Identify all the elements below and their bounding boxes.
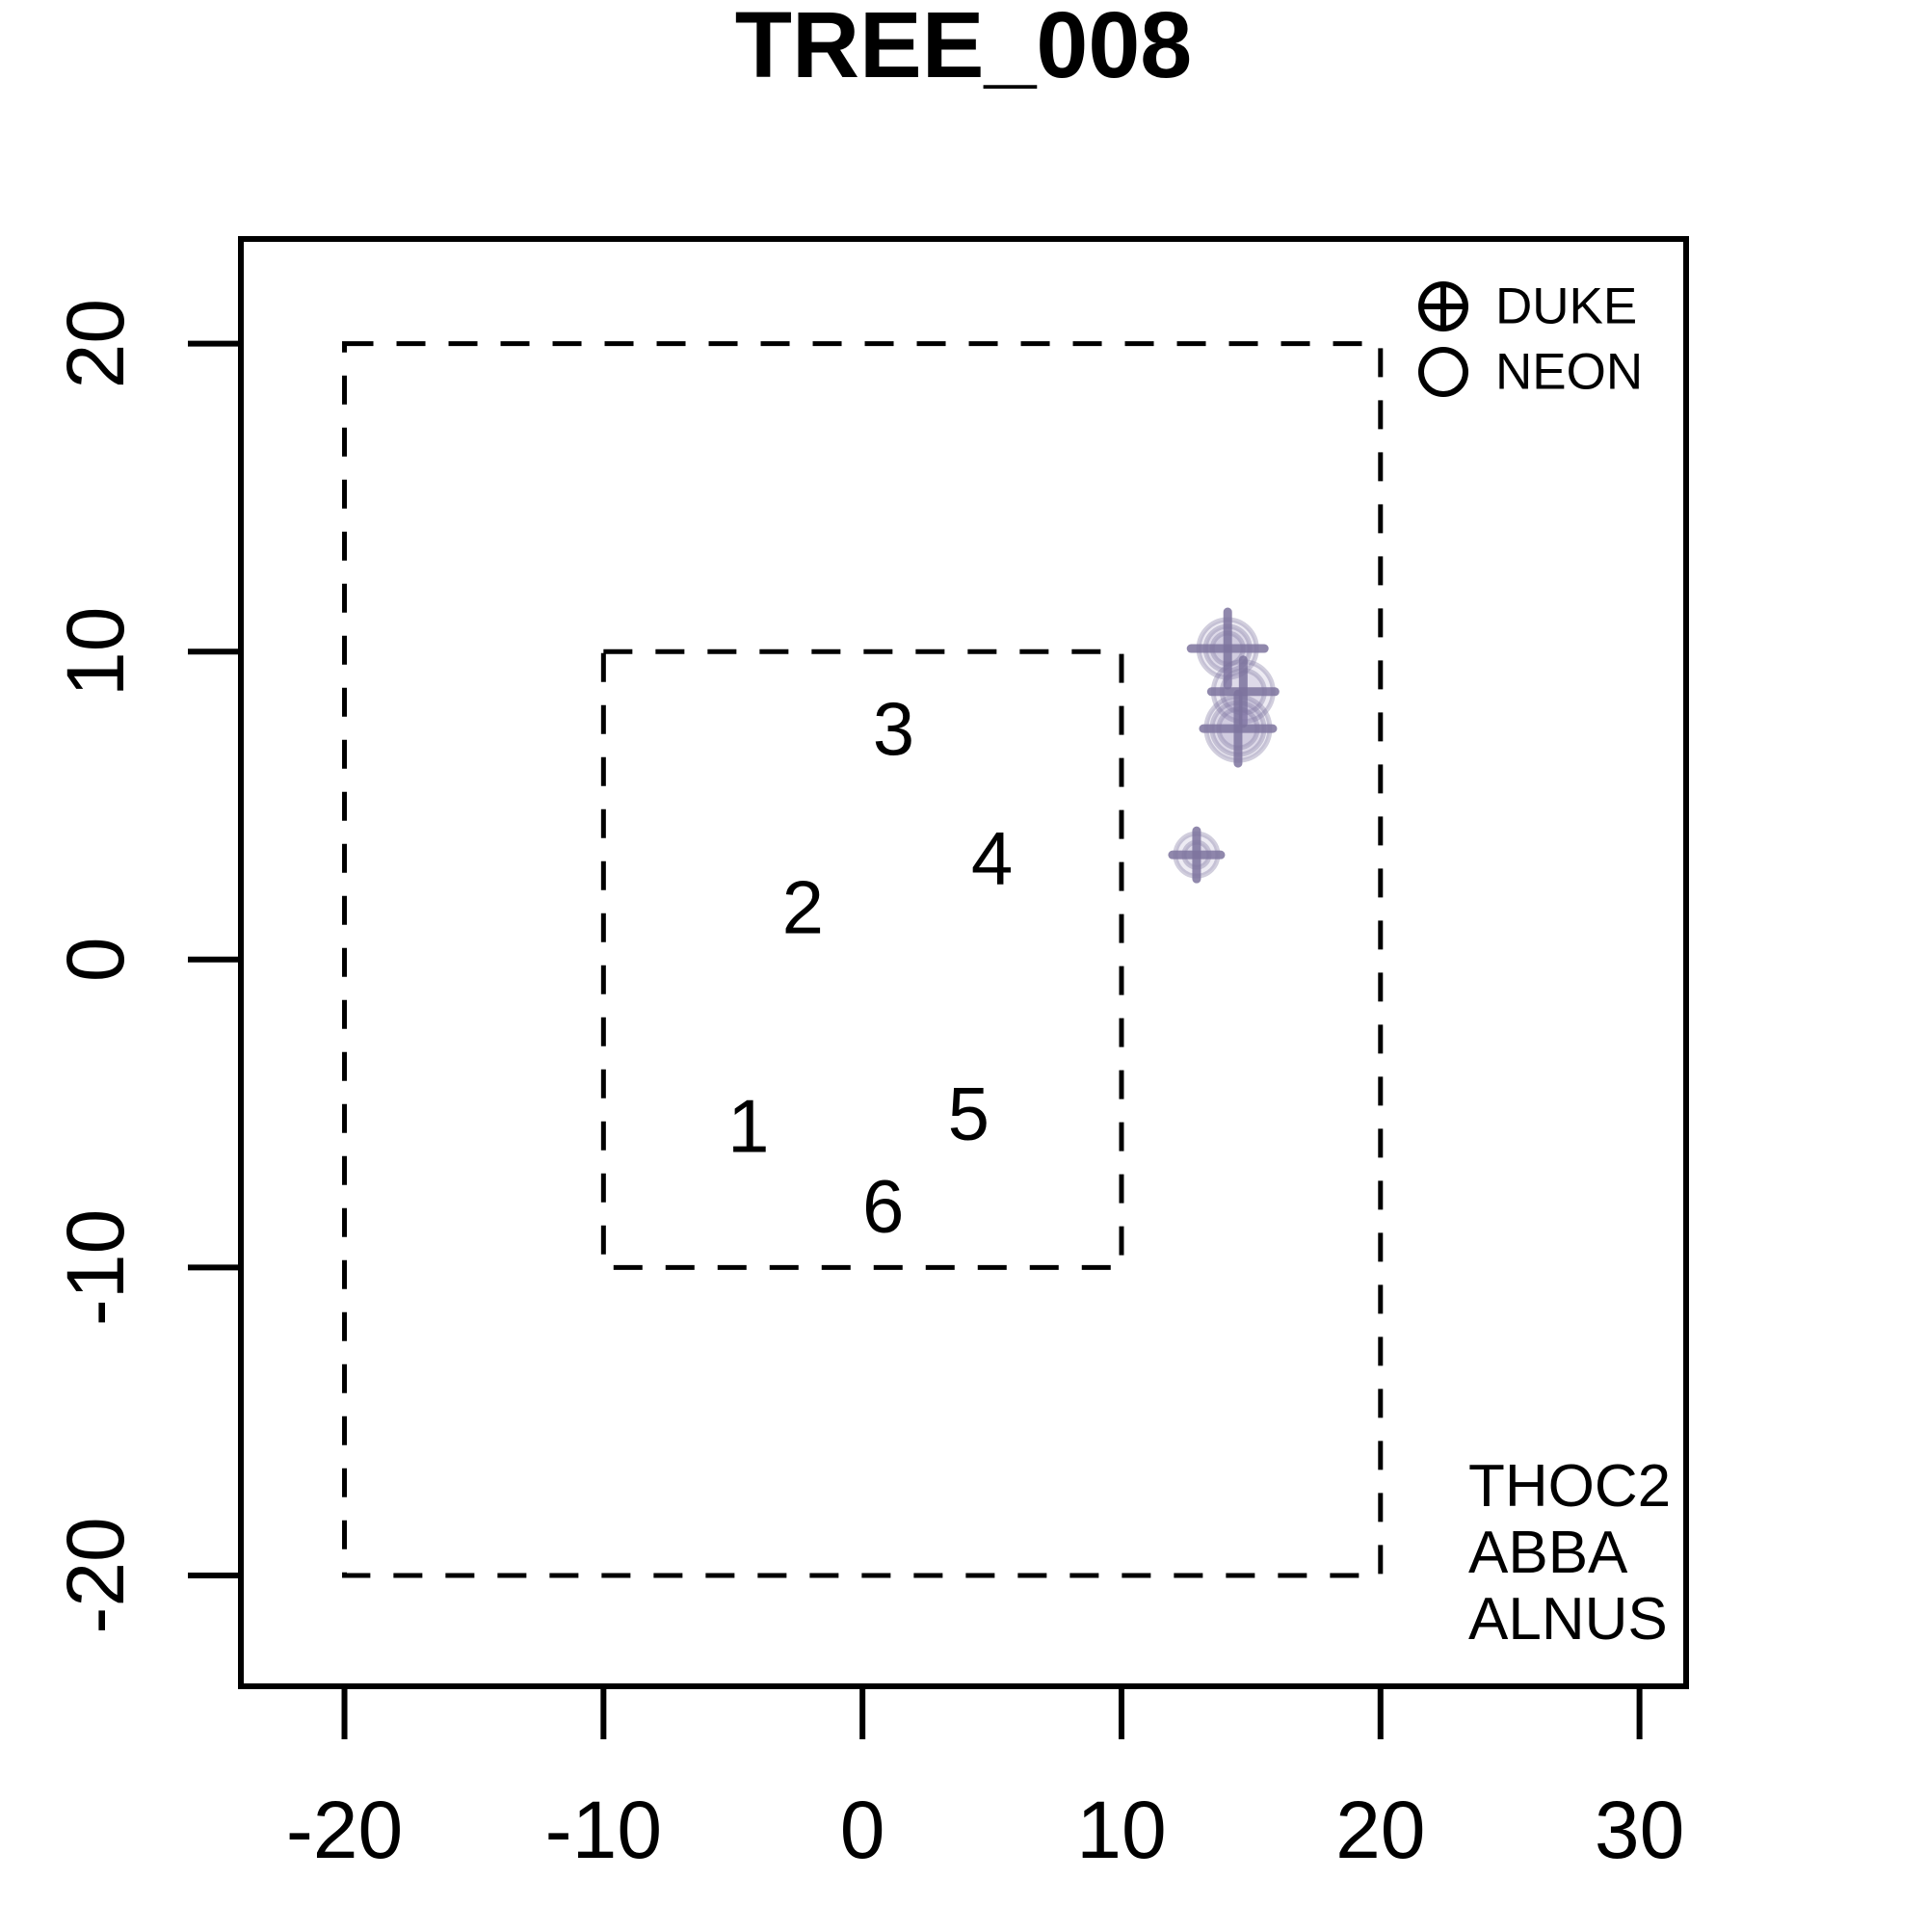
species-legend: THOC2 ABBA ALNUS <box>1468 1453 1671 1653</box>
plot-box-frame <box>238 236 1689 1689</box>
stem-label-3: 3 <box>873 686 914 771</box>
x-tick-label: 10 <box>1076 1785 1166 1875</box>
data-point-2 <box>1206 655 1280 728</box>
y-tick-label: 10 <box>50 607 141 697</box>
x-tick-label: 30 <box>1595 1785 1684 1875</box>
y-tick-label: -20 <box>50 1517 141 1633</box>
provenance-legend: DUKE NEON <box>1418 278 1643 401</box>
x-tick-label: -20 <box>286 1785 403 1875</box>
stem-label-1: 1 <box>727 1083 769 1168</box>
plot-title: TREE_008 <box>735 0 1193 97</box>
stem-label-6: 6 <box>862 1163 904 1248</box>
x-tick-label: 20 <box>1335 1785 1425 1875</box>
x-tick-label: 0 <box>840 1785 885 1875</box>
legend-label-neon: NEON <box>1495 344 1643 401</box>
y-tick-label: 0 <box>50 937 141 982</box>
stem-label-5: 5 <box>948 1072 990 1156</box>
species-label-abba: ABBA <box>1468 1520 1628 1586</box>
legend-label-duke: DUKE <box>1495 278 1637 335</box>
dashed-region-outer-boundary <box>342 341 1384 1578</box>
data-point-4 <box>1168 826 1226 884</box>
y-tick-label: 20 <box>50 299 141 388</box>
stem-label-4: 4 <box>971 815 1013 900</box>
data-point-3 <box>1199 689 1278 768</box>
y-tick-label: -10 <box>50 1209 141 1326</box>
species-label-thoc2: THOC2 <box>1468 1453 1671 1520</box>
x-tick-label: -10 <box>545 1785 662 1875</box>
species-label-alnus: ALNUS <box>1468 1586 1668 1653</box>
stem-label-2: 2 <box>782 864 824 949</box>
circle-icon <box>1418 347 1468 397</box>
circle-plus-icon <box>1418 281 1468 331</box>
